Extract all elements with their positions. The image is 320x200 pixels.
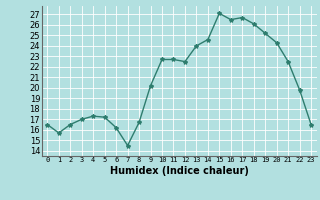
X-axis label: Humidex (Indice chaleur): Humidex (Indice chaleur) xyxy=(110,166,249,176)
